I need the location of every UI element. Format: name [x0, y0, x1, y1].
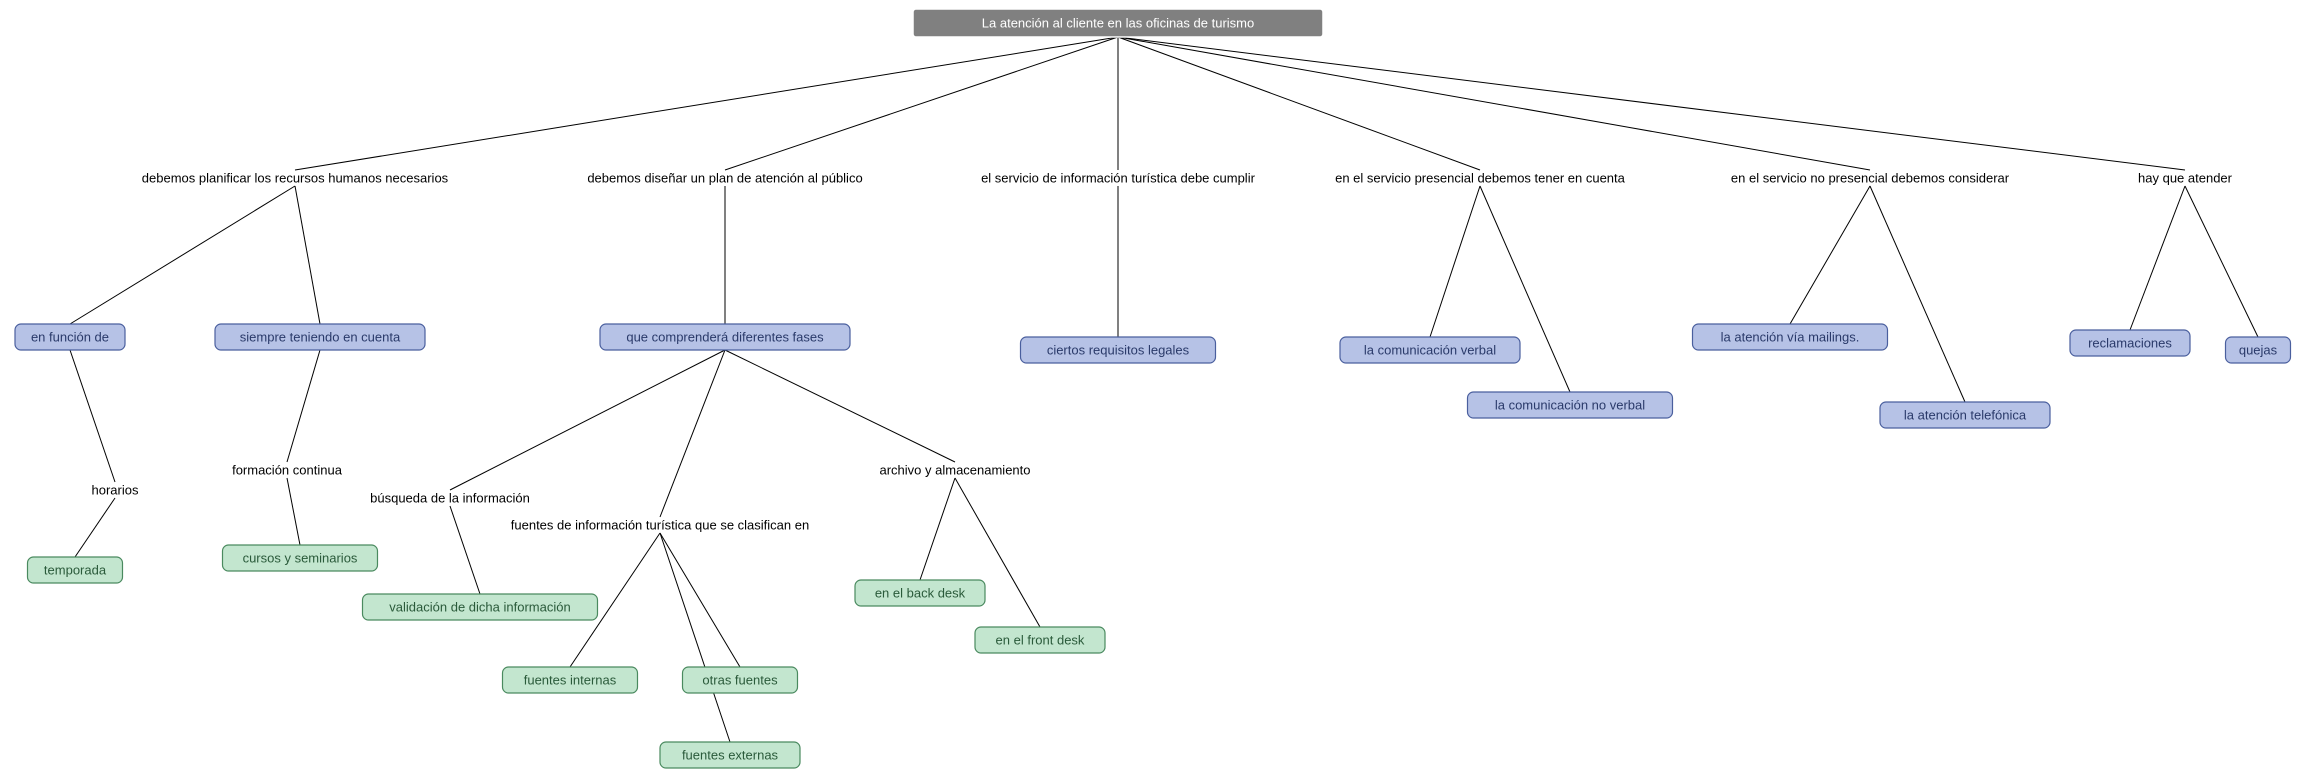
node-g_otra: otras fuentes — [683, 667, 798, 693]
node-l1b: debemos diseñar un plan de atención al p… — [587, 171, 862, 186]
node-label: temporada — [44, 563, 107, 578]
node-p_fuen: fuentes de información turística que se … — [511, 518, 809, 533]
node-b_cnv: la comunicación no verbal — [1468, 392, 1673, 418]
node-l1a: debemos planificar los recursos humanos … — [142, 171, 449, 186]
node-b_req: ciertos requisitos legales — [1021, 337, 1216, 363]
edge — [70, 350, 115, 482]
node-label: la comunicación verbal — [1364, 343, 1496, 358]
node-label: fuentes externas — [682, 748, 779, 763]
edge — [1118, 37, 2185, 170]
edge — [1430, 186, 1480, 337]
edge-label: formación continua — [232, 463, 343, 478]
edge — [920, 478, 955, 580]
edge — [660, 533, 730, 742]
edge — [450, 506, 480, 594]
edge — [660, 533, 740, 667]
node-label: en función de — [31, 330, 109, 345]
node-label: fuentes internas — [524, 673, 617, 688]
node-b_cv: la comunicación verbal — [1340, 337, 1520, 363]
node-p_form: formación continua — [232, 463, 343, 478]
node-b_func: en función de — [15, 324, 125, 350]
node-label: siempre teniendo en cuenta — [240, 330, 401, 345]
node-p_busq: búsqueda de la información — [370, 491, 530, 506]
node-g_fint: fuentes internas — [503, 667, 638, 693]
node-label: otras fuentes — [702, 673, 778, 688]
edge-label: en el servicio no presencial debemos con… — [1731, 171, 2010, 186]
node-label: en el front desk — [996, 633, 1085, 648]
edge — [1118, 37, 1870, 170]
node-root: La atención al cliente en las oficinas d… — [913, 9, 1323, 37]
node-l1f: hay que atender — [2138, 171, 2233, 186]
edge — [1118, 37, 1480, 170]
node-label: la comunicación no verbal — [1495, 398, 1645, 413]
edge — [725, 350, 955, 462]
edge-label: archivo y almacenamiento — [879, 463, 1030, 478]
node-g_temp: temporada — [28, 557, 123, 583]
edge-label: el servicio de información turística deb… — [981, 171, 1256, 186]
edge-label: en el servicio presencial debemos tener … — [1335, 171, 1626, 186]
edge — [2130, 186, 2185, 330]
edge-label: debemos diseñar un plan de atención al p… — [587, 171, 862, 186]
edge-label: búsqueda de la información — [370, 491, 530, 506]
edge — [725, 37, 1118, 170]
node-label: reclamaciones — [2088, 336, 2172, 351]
node-g_front: en el front desk — [975, 627, 1105, 653]
node-g_back: en el back desk — [855, 580, 985, 606]
node-g_curs: cursos y seminarios — [223, 545, 378, 571]
node-b_recl: reclamaciones — [2070, 330, 2190, 356]
node-label: en el back desk — [875, 586, 966, 601]
edge-label: fuentes de información turística que se … — [511, 518, 809, 533]
edge-label: debemos planificar los recursos humanos … — [142, 171, 449, 186]
concept-map: La atención al cliente en las oficinas d… — [0, 0, 2305, 781]
edge — [70, 186, 295, 324]
node-label: la atención vía mailings. — [1721, 330, 1860, 345]
node-g_valid: validación de dicha información — [363, 594, 598, 620]
edge — [660, 350, 725, 517]
edge-label: hay que atender — [2138, 171, 2233, 186]
edge — [287, 350, 320, 462]
nodes-layer: La atención al cliente en las oficinas d… — [15, 9, 2291, 768]
edge — [295, 186, 320, 324]
node-l1e: en el servicio no presencial debemos con… — [1731, 171, 2010, 186]
edge — [450, 350, 725, 490]
node-b_quej: quejas — [2226, 337, 2291, 363]
node-l1d: en el servicio presencial debemos tener … — [1335, 171, 1626, 186]
edges-layer — [70, 37, 2258, 742]
node-p_arch: archivo y almacenamiento — [879, 463, 1030, 478]
edge — [1870, 186, 1965, 402]
node-label: que comprenderá diferentes fases — [626, 330, 824, 345]
node-b_fase: que comprenderá diferentes fases — [600, 324, 850, 350]
edge — [75, 498, 115, 557]
edge-label: horarios — [92, 483, 139, 498]
node-label: validación de dicha información — [389, 600, 570, 615]
edge — [1790, 186, 1870, 324]
edge — [295, 37, 1118, 170]
node-b_mail: la atención vía mailings. — [1693, 324, 1888, 350]
node-g_fext: fuentes externas — [660, 742, 800, 768]
node-label: la atención telefónica — [1904, 408, 2027, 423]
node-l1c: el servicio de información turística deb… — [981, 171, 1256, 186]
node-label: ciertos requisitos legales — [1047, 343, 1190, 358]
node-p_hor: horarios — [92, 483, 139, 498]
edge — [2185, 186, 2258, 337]
node-b_siem: siempre teniendo en cuenta — [215, 324, 425, 350]
edge — [287, 478, 300, 545]
node-label: cursos y seminarios — [243, 551, 358, 566]
node-label: La atención al cliente en las oficinas d… — [982, 16, 1254, 31]
node-b_tel: la atención telefónica — [1880, 402, 2050, 428]
node-label: quejas — [2239, 343, 2278, 358]
